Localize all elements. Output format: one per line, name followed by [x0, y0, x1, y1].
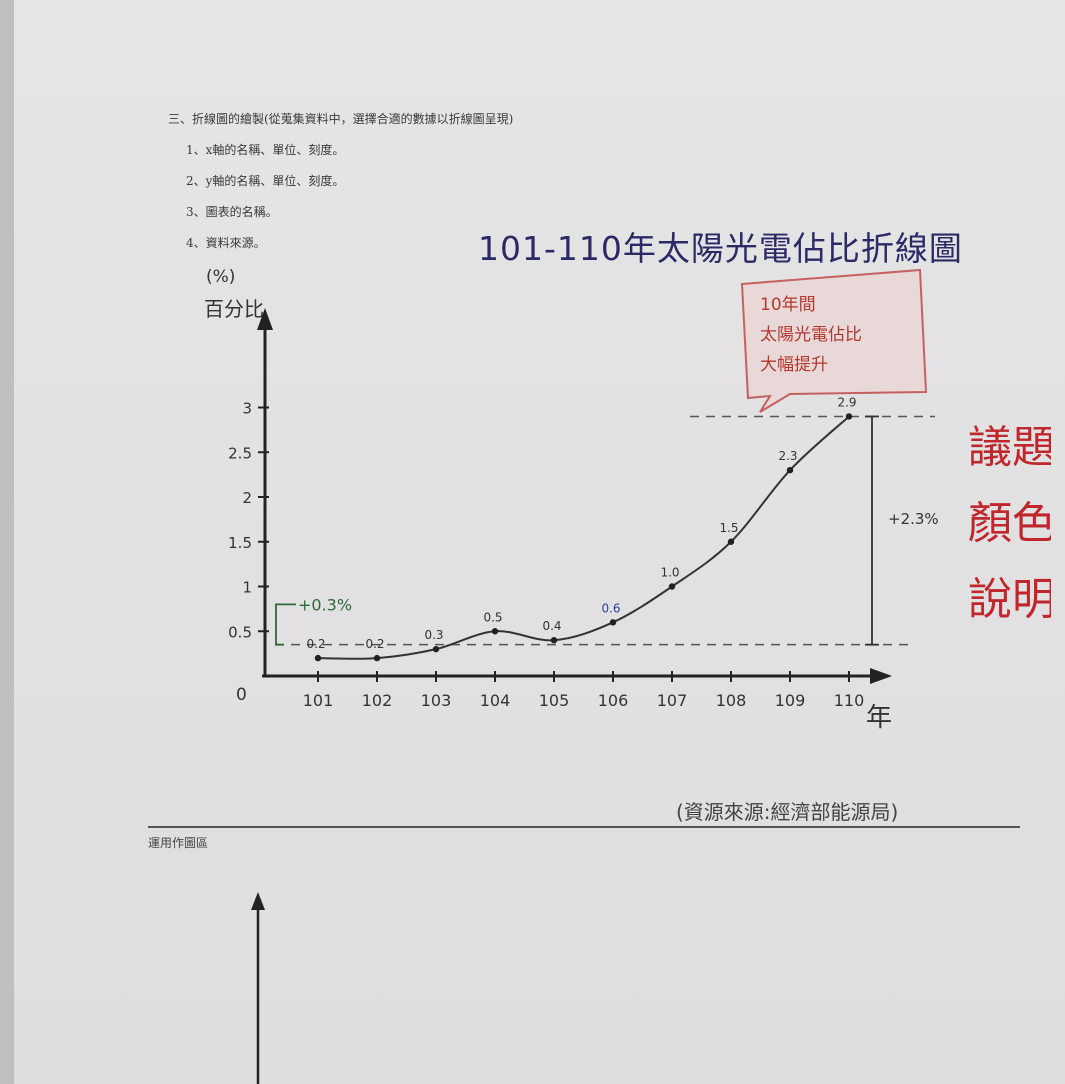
difference-brackets: +0.3% +2.3%: [275, 415, 939, 646]
data-point: [550, 637, 558, 644]
instructions-heading: 三、折線圖的繪製(從蒐集資料中，選擇合適的數據以折線圖呈現): [168, 112, 514, 126]
section-divider: [148, 826, 1020, 828]
y-tick-label: 2.5: [228, 444, 252, 462]
callout-box: 10年間 太陽光電佔比 大幅提升: [740, 268, 928, 413]
callout-line: 太陽光電佔比: [760, 325, 862, 345]
series-path: [317, 415, 850, 660]
x-tick-label: 103: [421, 691, 452, 710]
data-point: [491, 628, 499, 635]
blank-y-axis-arrow: [251, 892, 265, 910]
callout-line: 10年間: [760, 295, 816, 315]
data-point: [314, 654, 322, 662]
page-edge: [0, 0, 14, 1084]
data-label: 0.4: [542, 619, 561, 633]
x-tick-label: 106: [598, 691, 629, 710]
data-label: 1.0: [660, 566, 679, 580]
origin-label: 0: [236, 685, 247, 705]
data-label: 0.5: [483, 610, 502, 624]
y-ticks: 0.5 1 1.5 2 2.5 3: [228, 400, 269, 641]
data-label: 0.6: [601, 601, 620, 615]
data-source: (資源來源:經濟部能源局): [676, 800, 899, 824]
small-bracket-label: +0.3%: [298, 595, 352, 614]
y-unit-label: (%): [206, 267, 235, 287]
data-point: [845, 413, 853, 420]
y-tick-label: 3: [242, 400, 252, 418]
x-tick-label: 102: [362, 691, 393, 710]
y-tick-label: 2: [242, 489, 252, 507]
data-label: 1.5: [719, 521, 738, 535]
callout-line: 大幅提升: [760, 355, 828, 375]
side-note: 議題 顏色 說明: [968, 410, 1051, 638]
instruction-item: 1、x軸的名稱、單位、刻度。: [186, 143, 345, 157]
data-label: 0.2: [365, 637, 384, 651]
x-axis-arrow: [870, 668, 892, 684]
data-point: [668, 583, 676, 590]
data-point: [609, 619, 617, 626]
data-point: [786, 466, 794, 474]
x-axis-title: 年: [866, 703, 892, 733]
small-bracket: [275, 603, 296, 646]
instruction-item: 3、圖表的名稱。: [186, 205, 278, 219]
data-point: [432, 645, 440, 653]
data-label: 2.9: [837, 395, 856, 409]
side-note-line: 顏色: [968, 498, 1051, 549]
data-points: 0.2 0.2 0.3 0.5 0.4 0.6 1.0 1.5 2.3 2.9: [306, 395, 857, 662]
large-bracket-label: +2.3%: [888, 510, 939, 528]
work-area-label: 運用作圖區: [148, 836, 209, 850]
data-point: [727, 538, 735, 545]
y-tick-label: 0.5: [228, 623, 252, 641]
y-tick-label: 1.5: [228, 534, 252, 552]
instruction-item: 4、資料來源。: [186, 236, 266, 250]
y-tick-label: 1: [242, 579, 252, 597]
x-tick-label: 104: [480, 691, 511, 710]
x-tick-label: 105: [539, 691, 570, 710]
x-tick-label: 108: [716, 691, 747, 710]
x-tick-label: 110: [834, 691, 865, 710]
x-ticks: 101 102 103 104 105 106 107 108 109 110: [303, 671, 865, 710]
instruction-item: 2、y軸的名稱、單位、刻度。: [186, 174, 345, 188]
side-note-line: 議題: [968, 422, 1051, 473]
callout-frame: [740, 268, 928, 413]
y-axis-title: 百分比: [204, 297, 264, 321]
data-label: 0.3: [424, 628, 443, 642]
series-line: [317, 415, 850, 660]
data-label: 2.3: [778, 449, 797, 463]
x-tick-label: 109: [775, 691, 806, 710]
y-axis-arrow: [257, 308, 273, 330]
x-tick-label: 107: [657, 691, 688, 710]
data-label: 0.2: [306, 637, 325, 651]
instructions: 三、折線圖的繪製(從蒐集資料中，選擇合適的數據以折線圖呈現) 1、x軸的名稱、單…: [168, 104, 788, 259]
data-point: [373, 654, 381, 662]
worksheet: [14, 0, 1065, 1084]
chart-title: 101-110年太陽光電佔比折線圖: [478, 229, 963, 268]
x-tick-label: 101: [303, 691, 334, 710]
side-note-line: 說明: [968, 574, 1051, 625]
reference-lines: [275, 415, 935, 646]
